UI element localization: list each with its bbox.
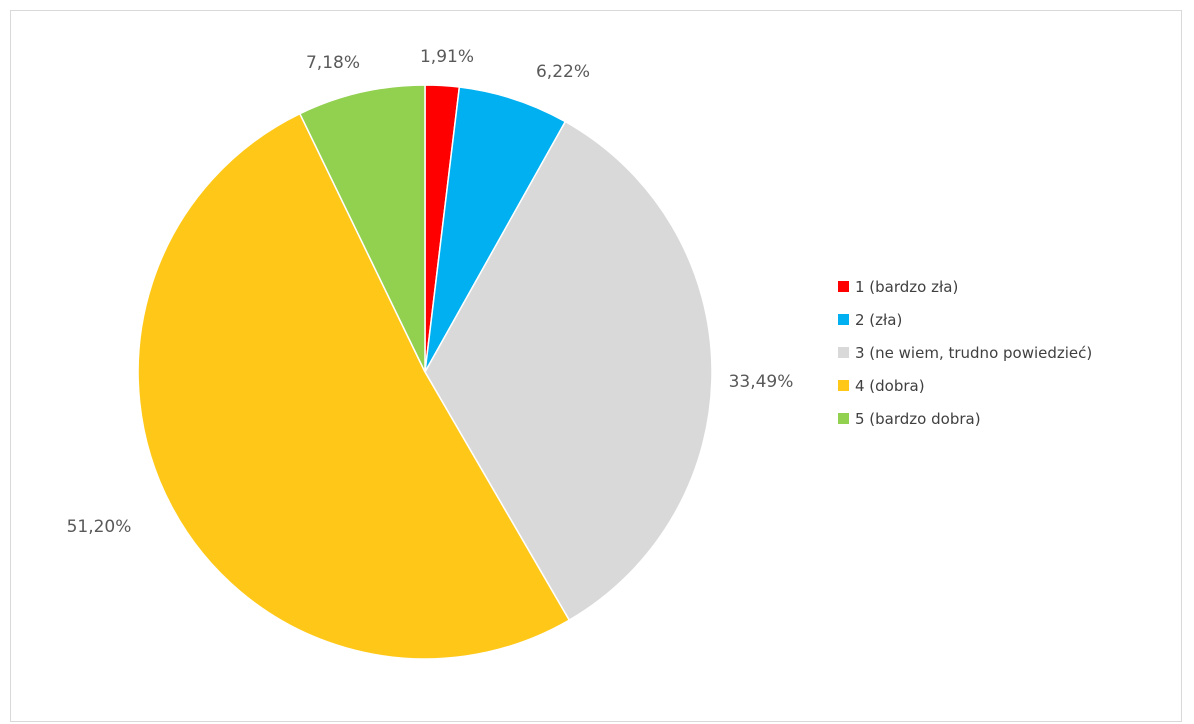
legend-swatch-5 (838, 413, 849, 424)
legend-item-5: 5 (bardzo dobra) (838, 402, 1092, 435)
legend-label-2: 2 (zła) (855, 310, 903, 329)
pie-slices (137, 84, 713, 660)
legend-swatch-3 (838, 347, 849, 358)
legend-item-3: 3 (ne wiem, trudno powiedzieć) (838, 336, 1092, 369)
legend-label-4: 4 (dobra) (855, 376, 925, 395)
data-labels: 1,91% 6,22% 33,49% 51,20% 7,18% (67, 47, 794, 537)
data-label-5: 7,18% (306, 53, 360, 73)
legend-item-4: 4 (dobra) (838, 369, 1092, 402)
data-label-2: 6,22% (536, 62, 590, 82)
data-label-3: 33,49% (729, 372, 794, 392)
legend-swatch-2 (838, 314, 849, 325)
legend-swatch-4 (838, 380, 849, 391)
legend-label-5: 5 (bardzo dobra) (855, 409, 981, 428)
legend-item-1: 1 (bardzo zła) (838, 270, 1092, 303)
pie-slice-4 (137, 112, 571, 660)
data-label-1: 1,91% (420, 47, 474, 67)
legend-swatch-1 (838, 281, 849, 292)
legend-label-1: 1 (bardzo zła) (855, 277, 959, 296)
legend: 1 (bardzo zła) 2 (zła) 3 (ne wiem, trudn… (838, 270, 1092, 435)
data-label-4: 51,20% (67, 517, 132, 537)
legend-label-3: 3 (ne wiem, trudno powiedzieć) (855, 343, 1093, 362)
pie-slice-5 (298, 84, 426, 373)
legend-item-2: 2 (zła) (838, 303, 1092, 336)
pie-slice-3 (424, 120, 713, 622)
